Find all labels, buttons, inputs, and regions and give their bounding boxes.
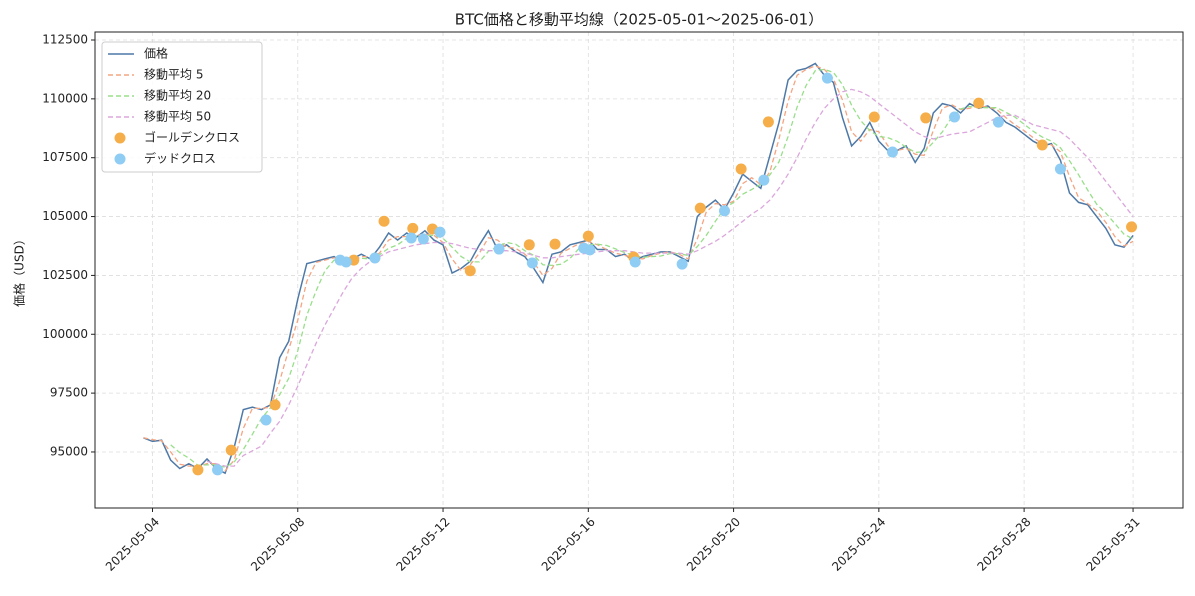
x-tick-label: 2025-05-08 (248, 515, 307, 574)
x-tick-label: 2025-05-28 (974, 515, 1033, 574)
legend-box (101, 41, 263, 173)
y-tick-label: 95000 (50, 444, 88, 458)
cross-marker (1054, 163, 1066, 175)
cross-marker (405, 232, 417, 244)
cross-marker (629, 256, 641, 268)
series-line (143, 62, 1134, 475)
cross-marker (868, 111, 880, 123)
cross-marker (269, 399, 281, 411)
cross-marker (694, 202, 706, 214)
cross-marker (735, 163, 747, 175)
legend-swatch (114, 153, 126, 165)
legend-label: デッドクロス (144, 151, 216, 166)
legend-label: 移動平均 20 (144, 89, 211, 103)
cross-marker (584, 244, 596, 256)
legend-label: 移動平均 5 (144, 68, 203, 82)
y-tick-label: 112500 (42, 33, 88, 47)
cross-marker (718, 205, 730, 217)
cross-marker (549, 238, 561, 250)
cross-marker (886, 146, 898, 158)
legend-label: 価格 (144, 46, 168, 61)
cross-marker (992, 116, 1004, 128)
cross-marker (1126, 221, 1138, 233)
chart-title: BTC価格と移動平均線（2025-05-01～2025-06-01） (455, 11, 823, 29)
x-tick-label: 2025-05-12 (393, 515, 452, 574)
y-tick-label: 102500 (42, 268, 88, 282)
cross-marker (212, 464, 224, 476)
cross-marker (260, 414, 272, 426)
x-tick-label: 2025-05-20 (684, 515, 743, 574)
cross-marker (434, 226, 446, 238)
x-tick-label: 2025-05-16 (539, 515, 598, 574)
cross-marker (582, 230, 594, 242)
cross-marker (973, 97, 985, 109)
cross-marker (417, 233, 429, 245)
cross-marker (407, 222, 419, 234)
legend-label: ゴールデンクロス (144, 130, 240, 145)
plot-frame (94, 31, 1184, 509)
x-tick-label: 2025-05-24 (829, 515, 888, 574)
cross-marker (526, 257, 538, 269)
y-tick-label: 110000 (42, 91, 88, 105)
cross-marker (1036, 139, 1048, 151)
y-axis-label: 価格（USD） (12, 233, 27, 307)
cross-marker (762, 116, 774, 128)
cross-marker (758, 174, 770, 186)
y-tick-label: 100000 (42, 327, 88, 341)
cross-marker (464, 265, 476, 277)
cross-marker (523, 239, 535, 251)
y-tick-label: 107500 (42, 150, 88, 164)
legend-label: 移動平均 50 (144, 110, 211, 124)
cross-marker (225, 444, 237, 456)
cross-marker (493, 243, 505, 255)
cross-marker (192, 464, 204, 476)
x-tick-label: 2025-05-04 (103, 515, 162, 574)
cross-marker (378, 215, 390, 227)
cross-marker (369, 252, 381, 264)
series-line (143, 65, 1134, 472)
series-line (170, 68, 1134, 468)
cross-marker (676, 258, 688, 270)
cross-marker (821, 72, 833, 84)
cross-marker (340, 256, 352, 268)
cross-marker (920, 112, 932, 124)
y-tick-label: 97500 (50, 386, 88, 400)
cross-marker (949, 111, 961, 123)
y-tick-label: 105000 (42, 209, 88, 223)
series-line (206, 88, 1134, 467)
x-tick-label: 2025-05-31 (1083, 515, 1142, 574)
legend-swatch (114, 132, 126, 144)
